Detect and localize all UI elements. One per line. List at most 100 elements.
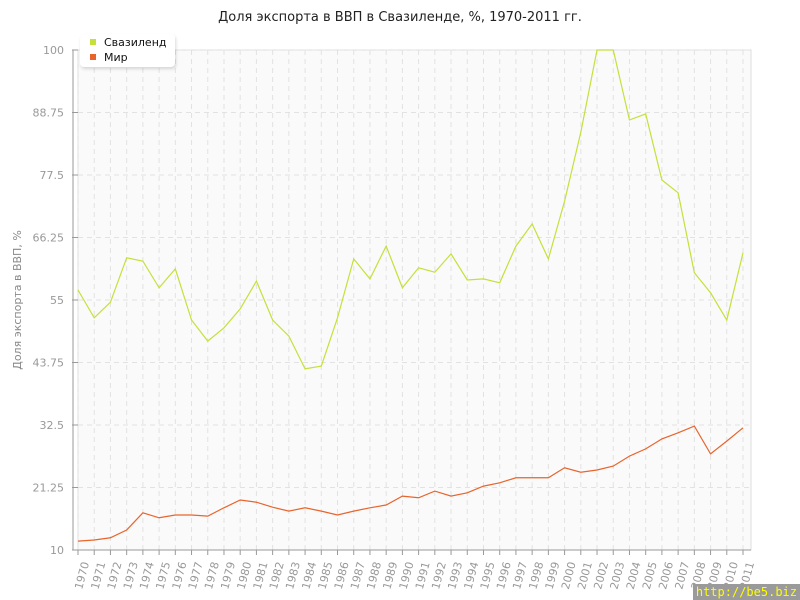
y-tick-label: 88.75 — [33, 107, 65, 120]
data-point — [418, 497, 420, 499]
data-point — [109, 301, 111, 303]
data-point — [710, 453, 712, 455]
data-point — [320, 510, 322, 512]
data-point — [174, 268, 176, 270]
y-tick-label: 32.5 — [40, 419, 65, 432]
data-point — [207, 340, 209, 342]
data-point — [742, 252, 744, 254]
data-point — [612, 465, 614, 467]
data-point — [596, 49, 598, 51]
data-point — [596, 469, 598, 471]
data-point — [564, 200, 566, 202]
data-point — [726, 319, 728, 321]
y-tick-label: 21.25 — [33, 482, 65, 495]
data-point — [628, 455, 630, 457]
data-point — [628, 119, 630, 121]
data-point — [450, 495, 452, 497]
data-point — [353, 510, 355, 512]
data-point — [661, 179, 663, 181]
series-line-1 — [77, 425, 744, 542]
data-point — [126, 257, 128, 259]
data-point — [255, 280, 257, 282]
data-point — [434, 490, 436, 492]
data-point — [369, 278, 371, 280]
y-tick-label: 55 — [50, 294, 64, 307]
data-point — [369, 507, 371, 509]
data-point — [288, 510, 290, 512]
data-point — [77, 540, 79, 542]
chart-title: Доля экспорта в ВВП в Свазиленде, %, 197… — [218, 10, 582, 25]
data-point — [450, 253, 452, 255]
data-point — [223, 507, 225, 509]
data-point — [547, 258, 549, 260]
data-point — [564, 467, 566, 469]
data-point — [337, 514, 339, 516]
data-point — [515, 477, 517, 479]
y-tick-label: 100 — [43, 44, 64, 57]
data-point — [93, 317, 95, 319]
legend: Свазиленд Мир — [80, 34, 175, 67]
data-point — [77, 289, 79, 291]
data-point — [304, 368, 306, 370]
data-point — [158, 287, 160, 289]
legend-item-swaziland[interactable]: Свазиленд — [90, 36, 167, 50]
data-point — [677, 432, 679, 434]
data-point — [207, 515, 209, 517]
data-point — [158, 517, 160, 519]
legend-label: Свазиленд — [104, 36, 167, 49]
data-point — [353, 258, 355, 260]
data-point — [515, 245, 517, 247]
data-point — [191, 514, 193, 516]
data-point — [304, 507, 306, 509]
data-point — [255, 501, 257, 503]
data-point — [645, 113, 647, 115]
data-point — [677, 192, 679, 194]
data-point — [93, 539, 95, 541]
data-point — [499, 282, 501, 284]
data-point — [385, 504, 387, 506]
data-point — [612, 49, 614, 51]
data-point — [320, 365, 322, 367]
data-point — [418, 267, 420, 269]
series-line-0 — [77, 49, 744, 370]
y-axis-label: Доля экспорта в ВВП, % — [11, 230, 24, 370]
data-point — [239, 308, 241, 310]
watermark: http://be5.biz — [692, 584, 800, 600]
data-point — [742, 427, 744, 429]
data-point — [531, 477, 533, 479]
data-point — [482, 278, 484, 280]
data-point — [693, 425, 695, 427]
data-point — [223, 327, 225, 329]
data-point — [661, 438, 663, 440]
data-point — [288, 335, 290, 337]
data-point — [401, 495, 403, 497]
data-point — [142, 260, 144, 262]
legend-label: Мир — [104, 51, 128, 64]
data-point — [580, 471, 582, 473]
y-tick-label: 10 — [50, 544, 64, 557]
data-point — [580, 131, 582, 133]
data-point — [401, 287, 403, 289]
data-point — [109, 537, 111, 539]
data-point — [272, 319, 274, 321]
data-point — [191, 319, 193, 321]
data-point — [499, 482, 501, 484]
legend-swatch — [90, 39, 96, 45]
data-point — [482, 485, 484, 487]
legend-swatch — [90, 54, 96, 60]
data-point — [385, 245, 387, 247]
data-point — [693, 272, 695, 274]
data-point — [142, 512, 144, 514]
data-point — [434, 271, 436, 273]
data-point — [466, 279, 468, 281]
y-tick-label: 77.5 — [40, 169, 65, 182]
data-point — [547, 477, 549, 479]
data-point — [239, 499, 241, 501]
data-point — [174, 514, 176, 516]
data-point — [272, 506, 274, 508]
legend-item-world[interactable]: Мир — [90, 51, 128, 65]
data-point — [126, 529, 128, 531]
data-point — [710, 292, 712, 294]
y-tick-label: 66.25 — [33, 232, 65, 245]
